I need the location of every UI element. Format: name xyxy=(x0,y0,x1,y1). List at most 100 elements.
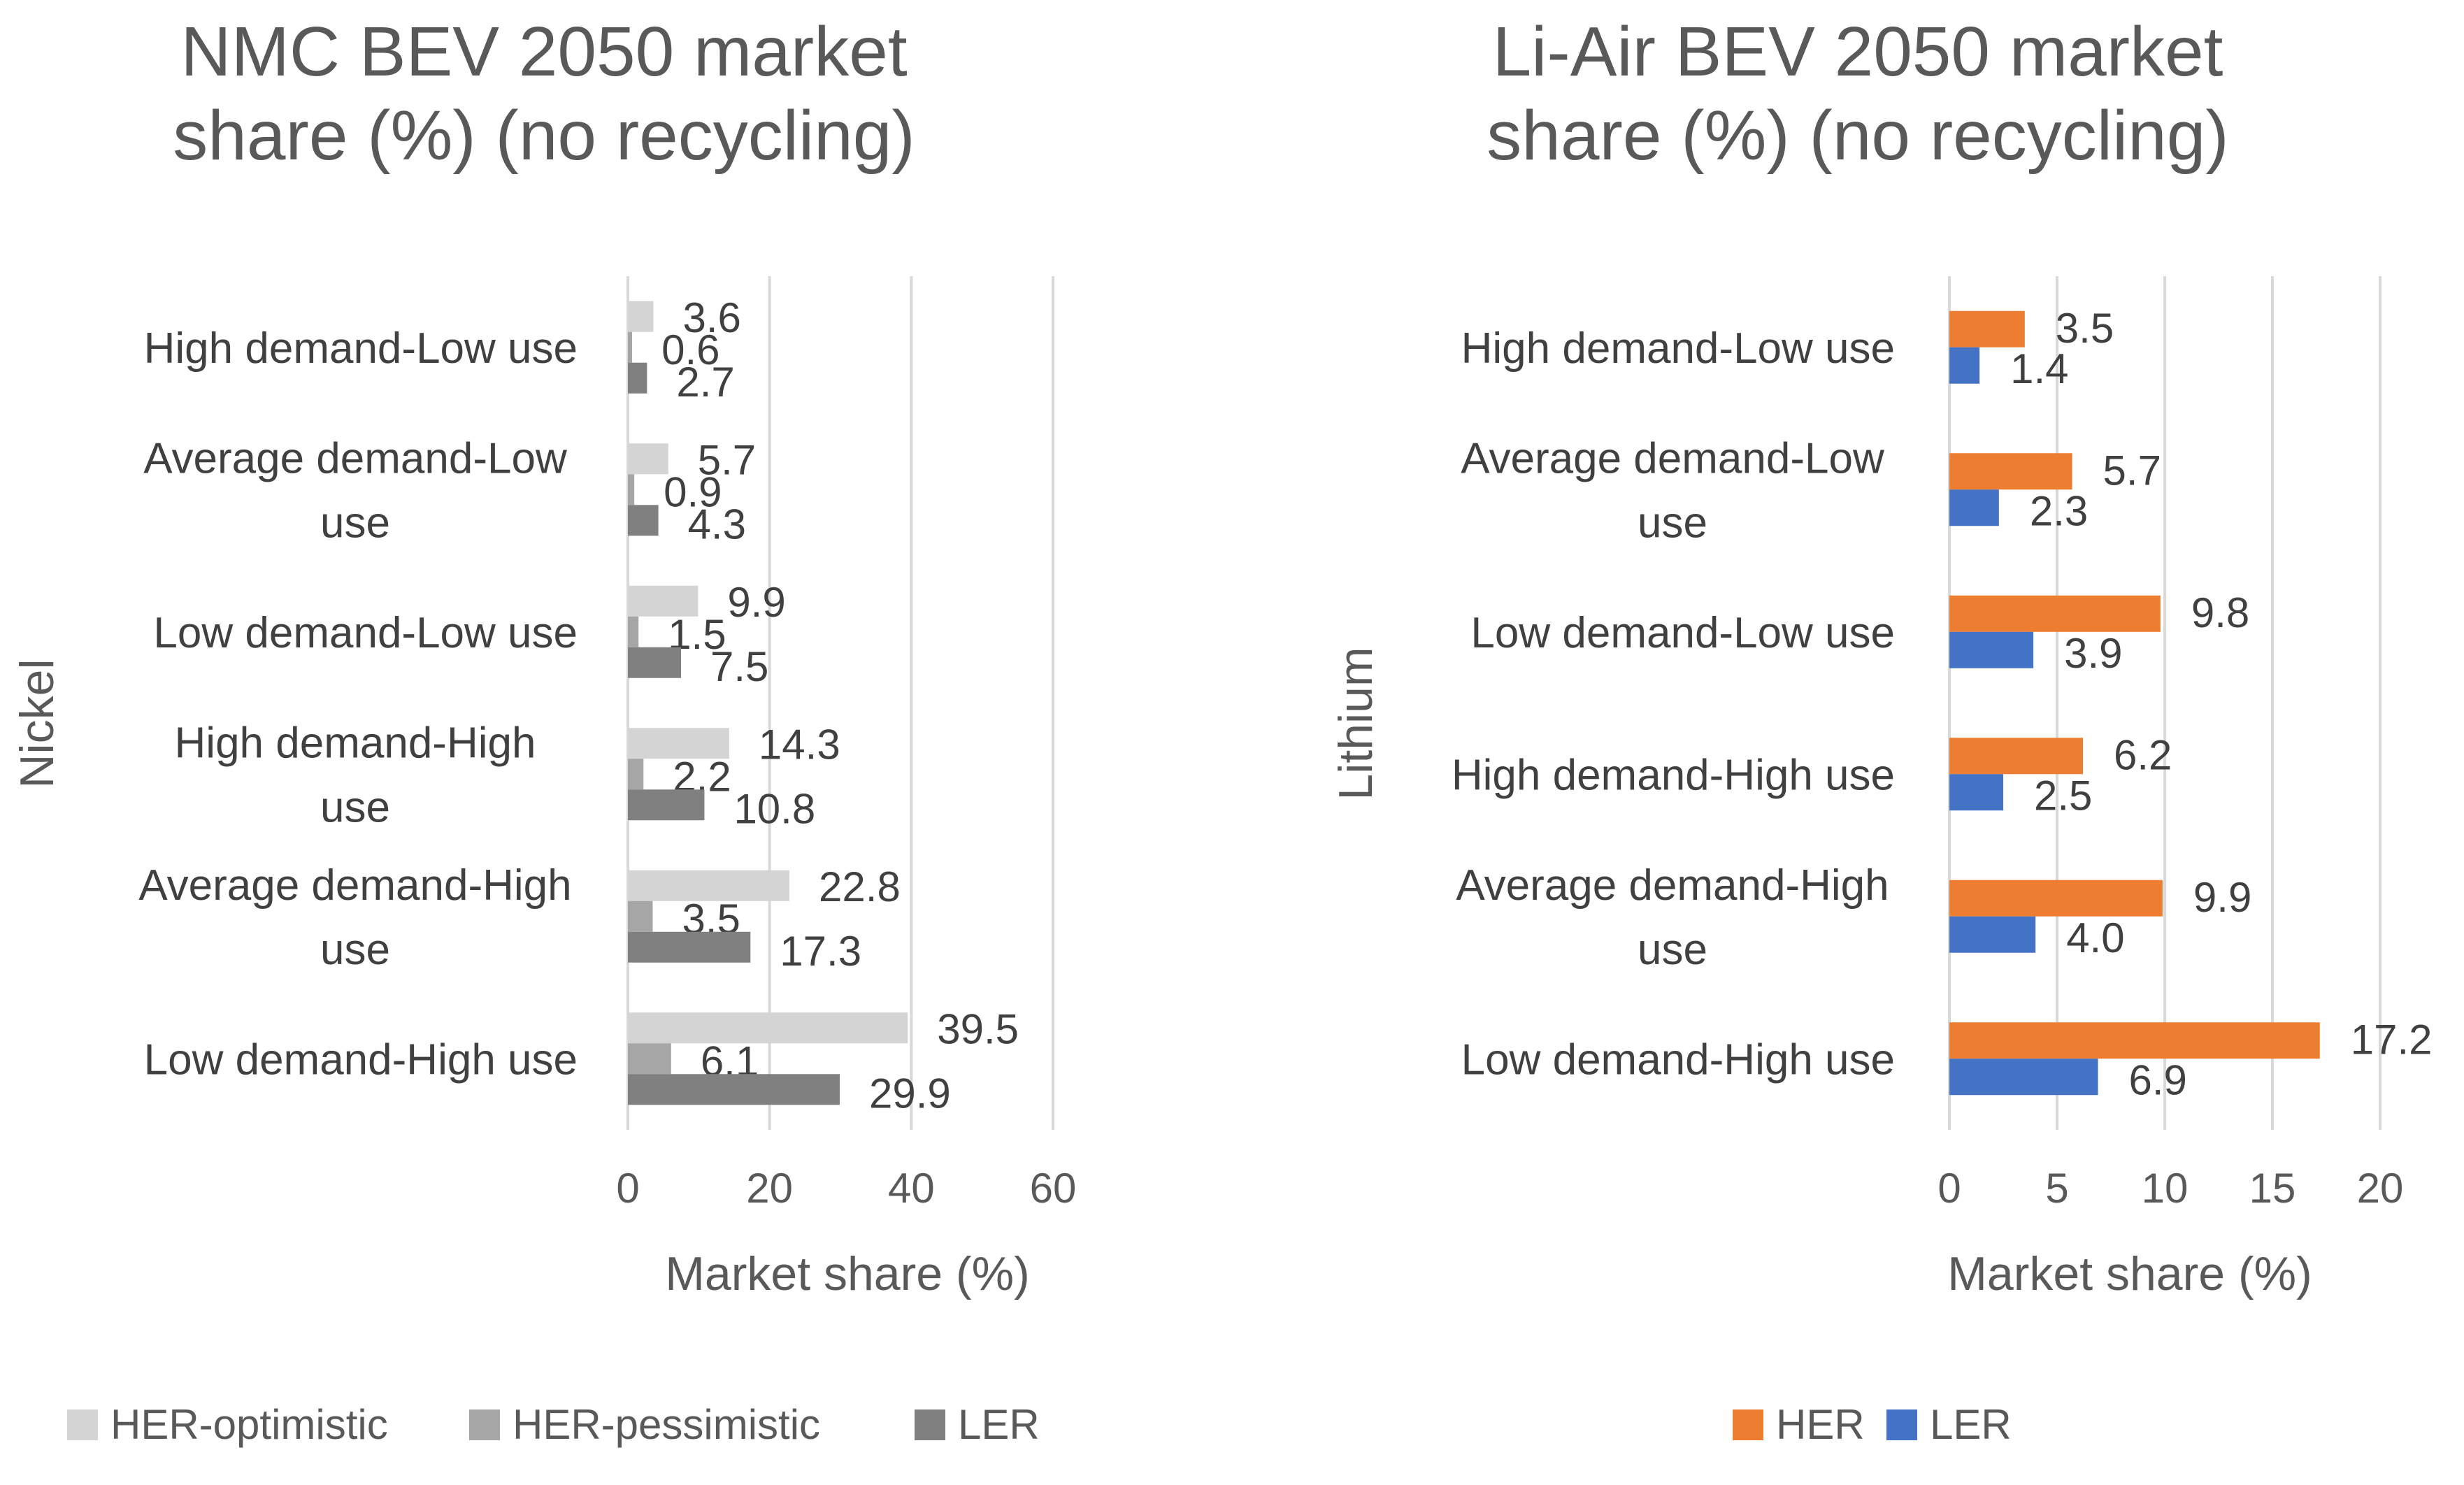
category-label: use xyxy=(1638,498,1707,547)
bar xyxy=(628,616,639,647)
legend-entry: LER xyxy=(958,1401,1040,1448)
x-tick-label: 0 xyxy=(1937,1165,1961,1212)
data-label: 9.8 xyxy=(2191,589,2249,636)
x-tick-label: 60 xyxy=(1030,1165,1077,1212)
data-label: 2.5 xyxy=(2034,772,2092,819)
bar xyxy=(628,870,790,901)
bar xyxy=(1949,916,2036,953)
bar xyxy=(628,1074,840,1105)
bar xyxy=(1949,1059,2098,1096)
chart-title-line: Li-Air BEV 2050 market xyxy=(1493,13,2223,91)
data-label: 17.3 xyxy=(780,928,861,975)
x-tick-label: 0 xyxy=(616,1165,639,1212)
bar xyxy=(628,647,681,678)
data-label: 6.9 xyxy=(2129,1056,2187,1103)
x-tick-label: 40 xyxy=(888,1165,935,1212)
data-label: 9.9 xyxy=(727,579,785,626)
category-label: Low demand-High use xyxy=(144,1035,578,1084)
data-label: 3.5 xyxy=(2056,305,2114,352)
x-tick-label: 15 xyxy=(2249,1165,2296,1212)
bar xyxy=(1949,880,2163,917)
bar xyxy=(1949,595,2161,632)
bar xyxy=(628,1043,671,1075)
data-label: 1.4 xyxy=(2010,345,2068,392)
data-label: 17.2 xyxy=(2351,1016,2433,1063)
bar xyxy=(628,901,653,932)
category-label: Average demand-High xyxy=(138,861,571,910)
category-label: High demand-High xyxy=(175,719,536,767)
chart-title-line: share (%) (no recycling) xyxy=(173,96,915,175)
x-tick-label: 20 xyxy=(746,1165,793,1212)
legend-swatch xyxy=(67,1409,98,1440)
bar xyxy=(1949,310,2025,347)
data-label: 5.7 xyxy=(698,436,756,483)
data-label: 4.0 xyxy=(2066,914,2124,961)
bar xyxy=(628,759,644,790)
category-label: High demand-Low use xyxy=(1461,324,1895,373)
bar xyxy=(1949,489,1999,526)
bar xyxy=(1949,631,2034,668)
data-label: 4.3 xyxy=(688,501,746,547)
bar xyxy=(628,931,751,963)
data-label: 5.7 xyxy=(2103,447,2161,494)
bar xyxy=(1949,1022,2320,1059)
x-axis-title: Market share (%) xyxy=(1947,1247,2312,1300)
category-label: use xyxy=(1638,926,1707,974)
data-label: 3.6 xyxy=(682,294,740,341)
legend-swatch xyxy=(1733,1409,1763,1440)
bar xyxy=(628,1012,908,1044)
data-label: 7.5 xyxy=(710,643,768,690)
data-label: 10.8 xyxy=(733,785,815,832)
legend-entry: LER xyxy=(1930,1401,2012,1448)
bar xyxy=(628,505,659,536)
data-label: 0.9 xyxy=(664,468,722,515)
category-label: use xyxy=(320,498,390,547)
category-label: High demand-High use xyxy=(1452,751,1895,799)
data-label: 14.3 xyxy=(759,721,840,768)
category-label: use xyxy=(320,926,390,974)
bar xyxy=(628,443,668,475)
category-label: Low demand-Low use xyxy=(1470,609,1895,657)
data-label: 2.7 xyxy=(676,359,734,406)
data-label: 6.2 xyxy=(2114,731,2172,778)
x-axis-title: Market share (%) xyxy=(665,1247,1029,1300)
y-axis-title: Nickel xyxy=(10,659,64,788)
bar xyxy=(628,474,635,505)
bar xyxy=(628,331,633,363)
category-label: High demand-Low use xyxy=(144,324,578,373)
data-label: 22.8 xyxy=(819,863,901,910)
legend-swatch xyxy=(469,1409,500,1440)
legend-entry: HER xyxy=(1776,1401,1865,1448)
data-label: 3.9 xyxy=(2064,630,2122,677)
category-label: Average demand-Low xyxy=(1461,434,1884,482)
bar xyxy=(628,585,699,617)
chart-title-line: NMC BEV 2050 market xyxy=(180,13,907,91)
data-label: 0.6 xyxy=(661,327,719,373)
category-label: Low demand-High use xyxy=(1461,1035,1895,1084)
bar xyxy=(628,789,705,821)
data-label: 39.5 xyxy=(937,1005,1019,1052)
category-label: Average demand-Low xyxy=(143,434,567,482)
legend-swatch xyxy=(915,1409,945,1440)
legend-entry: HER-optimistic xyxy=(110,1401,388,1448)
x-tick-label: 10 xyxy=(2142,1165,2189,1212)
bar xyxy=(1949,738,2083,775)
data-label: 29.9 xyxy=(869,1070,951,1117)
x-tick-label: 20 xyxy=(2357,1165,2404,1212)
x-tick-label: 5 xyxy=(2045,1165,2068,1212)
category-label: Low demand-Low use xyxy=(153,609,578,657)
y-axis-title: Lithium xyxy=(1329,647,1382,800)
bar xyxy=(628,728,729,759)
bar xyxy=(628,362,647,394)
chart-title-line: share (%) (no recycling) xyxy=(1487,96,2228,175)
category-label: Average demand-High xyxy=(1456,861,1889,910)
data-label: 9.9 xyxy=(2193,874,2251,921)
bar xyxy=(628,301,654,332)
bar xyxy=(1949,347,1980,384)
legend-entry: HER-pessimistic xyxy=(513,1401,820,1448)
data-label: 2.3 xyxy=(2030,487,2088,534)
legend-swatch xyxy=(1886,1409,1917,1440)
